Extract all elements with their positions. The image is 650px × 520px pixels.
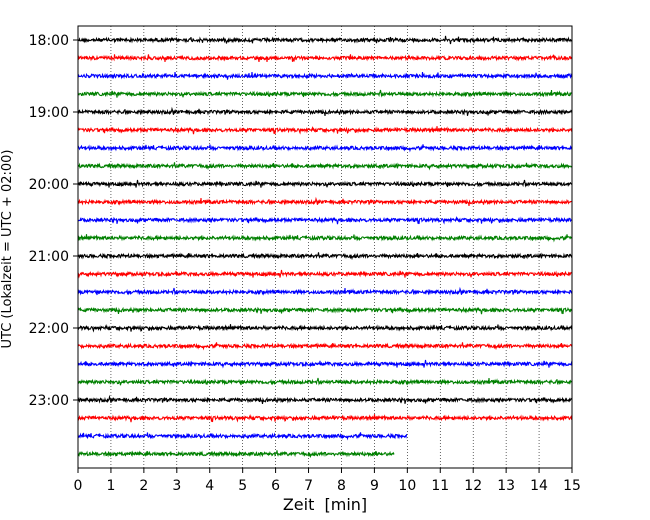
x-tick-label: 6 (271, 478, 280, 494)
x-axis-label: Zeit [min] (283, 495, 367, 514)
plot-area-frame (77, 25, 573, 469)
seismogram-trace (77, 306, 573, 315)
seismogram-trace (77, 215, 573, 225)
x-tick-label: 9 (370, 478, 379, 494)
seismogram-trace (77, 432, 408, 441)
seismogram-trace (77, 179, 573, 188)
y-tick-label: 20:00 (29, 177, 69, 193)
seismogram-trace (77, 125, 573, 135)
x-tick-label: 14 (530, 478, 548, 494)
x-axis: 0 1 2 3 4 5 6 7 8 9 10 11 12 13 14 15 (74, 468, 581, 494)
x-tick-label: 12 (464, 478, 482, 494)
seismogram-trace (77, 394, 573, 404)
seismogram-trace (77, 413, 573, 423)
seismogram-trace (77, 35, 573, 45)
seismogram-trace (77, 106, 573, 116)
y-axis: 18:00 19:00 20:00 21:00 22:00 23:00 (29, 33, 78, 409)
x-tick-label: 13 (497, 478, 515, 494)
y-tick-label: 18:00 (29, 33, 69, 49)
x-tick-label: 7 (304, 478, 313, 494)
y-tick-label: 22:00 (29, 321, 69, 337)
seismogram-trace (77, 286, 573, 296)
x-tick-label: 2 (139, 478, 148, 494)
seismogram-trace (77, 359, 573, 369)
y-tick-label: 23:00 (29, 393, 69, 409)
x-tick-label: 1 (106, 478, 115, 494)
trace-group (77, 35, 573, 459)
seismogram-trace (77, 196, 573, 206)
x-tick-label: 3 (172, 478, 181, 494)
seismogram-trace (77, 71, 573, 80)
seismogram-trace (77, 144, 573, 153)
seismogram-trace (77, 342, 573, 351)
seismogram-trace (77, 234, 573, 243)
seismogram-trace (77, 252, 573, 261)
x-tick-label: 4 (205, 478, 214, 494)
seismogram-trace (77, 323, 573, 333)
seismogram-trace (77, 269, 573, 279)
x-tick-label: 0 (74, 478, 83, 494)
x-tick-label: 5 (238, 478, 247, 494)
seismogram-trace (77, 89, 573, 98)
x-tick-label: 11 (431, 478, 449, 494)
x-tick-label: 10 (398, 478, 416, 494)
seismogram-trace (77, 377, 573, 386)
y-axis-label: UTC (Lokalzeit = UTC + 02:00) (0, 150, 15, 349)
y-tick-label: 19:00 (29, 105, 69, 121)
x-tick-label: 15 (563, 478, 581, 494)
seismogram-trace (77, 450, 395, 459)
y-tick-label: 21:00 (29, 249, 69, 265)
seismogram-trace (77, 54, 573, 63)
seismogram-trace (77, 162, 573, 171)
x-tick-label: 8 (337, 478, 346, 494)
